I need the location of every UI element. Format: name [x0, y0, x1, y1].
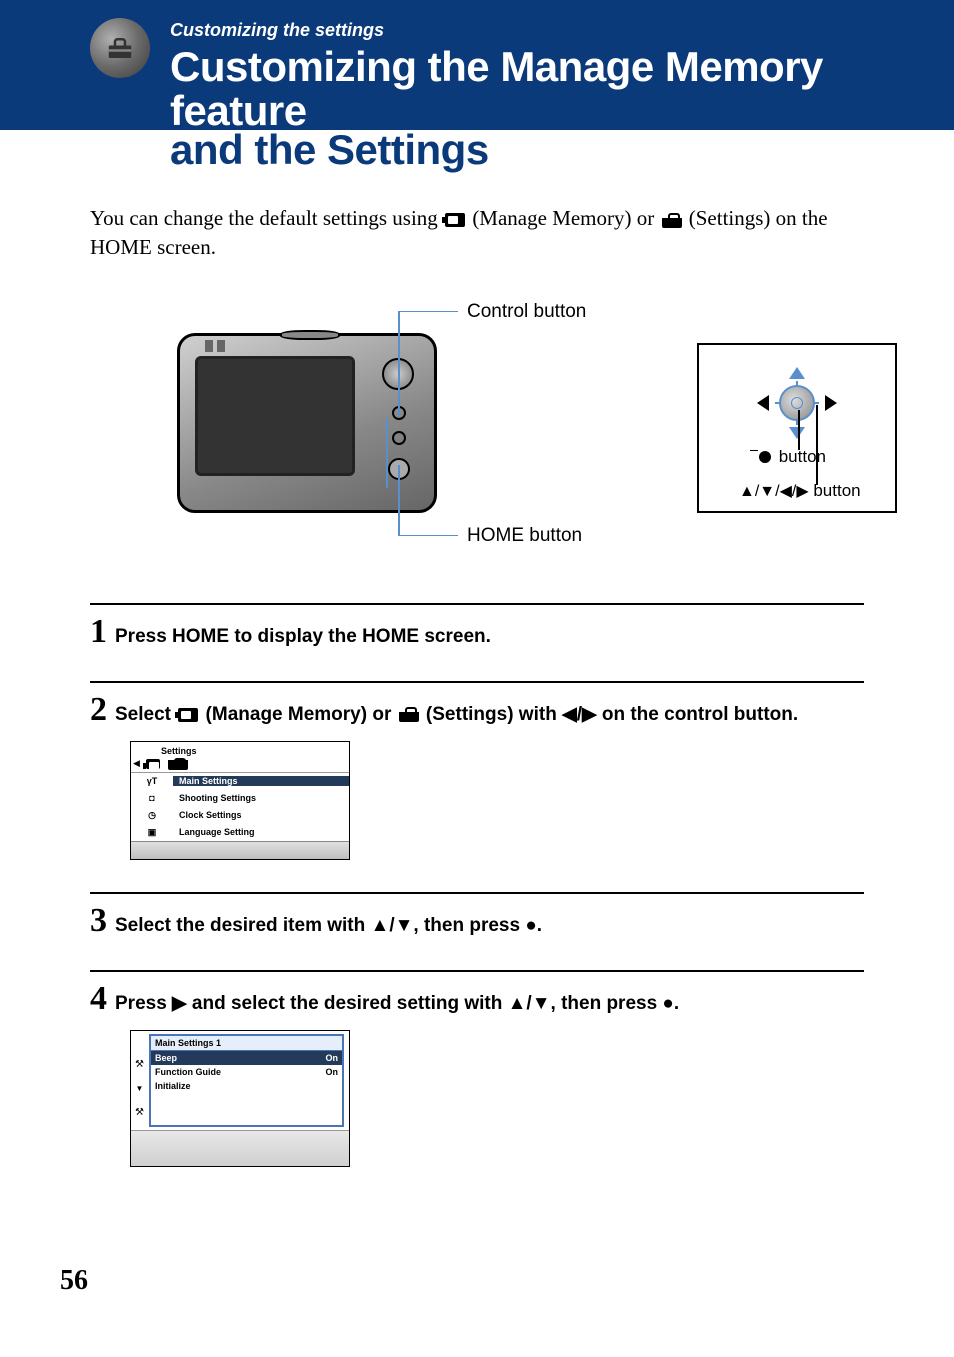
tool-icon: ⚒	[135, 1107, 144, 1118]
step-number: 3	[90, 904, 107, 938]
menu-title: Main Settings 1	[151, 1036, 342, 1051]
settings-row-label: Function Guide	[155, 1067, 221, 1077]
camera-diagram: Control button HOME button button	[177, 313, 777, 563]
step-text: Press ▶ and select the desired setting w…	[115, 992, 679, 1015]
dpad-illustration	[779, 385, 815, 421]
settings-row-label: Beep	[155, 1053, 177, 1063]
manage-memory-icon	[178, 708, 198, 722]
leader-line	[398, 465, 400, 535]
camera-lcd-screen	[195, 356, 355, 476]
dpad-left-arrow-icon	[757, 395, 769, 411]
menu-footer-bar	[131, 841, 349, 859]
step-4: 4 Press ▶ and select the desired setting…	[90, 970, 864, 1193]
menu-footer-bar	[131, 1130, 349, 1166]
step-text: Press HOME to display the HOME screen.	[115, 626, 491, 648]
settings-row-label: Initialize	[155, 1081, 191, 1091]
page-number: 56	[60, 1265, 88, 1297]
step-number: 2	[90, 693, 107, 727]
dpad-up-arrow-icon	[789, 367, 805, 379]
manage-memory-icon	[146, 759, 160, 769]
menu-item: γTMain Settings	[131, 773, 349, 790]
step-text: Select the desired item with ▲/▼, then p…	[115, 915, 542, 937]
menu-side-icons: ⚒ ▼ ⚒	[135, 1059, 144, 1118]
control-button-label: Control button	[467, 301, 586, 323]
menu-item-icon: ◷	[131, 810, 173, 821]
dpad-tick	[775, 402, 780, 404]
dpad-right-arrow-icon	[825, 395, 837, 411]
content-area: You can change the default settings usin…	[0, 172, 954, 1193]
page-title-line1: Customizing the Manage Memory feature	[170, 45, 954, 133]
control-button-detail-box: button ▲/▼/◀/▶ button	[697, 343, 897, 513]
leader-line	[798, 410, 800, 450]
menu-item-label: Shooting Settings	[173, 793, 349, 803]
menu-item: ◷Clock Settings	[131, 807, 349, 824]
step-2: 2 Select (Manage Memory) or (Settings) w…	[90, 681, 864, 886]
home-button-label: HOME button	[467, 525, 582, 547]
main-settings-screenshot: ⚒ ▼ ⚒ Main Settings 1 BeepOnFunction Gui…	[130, 1030, 350, 1167]
settings-row: Beep On	[151, 1051, 342, 1065]
settings-row-value: On	[326, 1053, 339, 1063]
leader-line	[816, 405, 818, 485]
menu-item: ◘Shooting Settings	[131, 790, 349, 807]
down-arrow-icon: ▼	[136, 1084, 144, 1093]
dpad-center-button	[779, 385, 815, 421]
dpad-down-arrow-icon	[789, 427, 805, 439]
settings-row-value: On	[326, 1067, 339, 1077]
camera-top-detail	[280, 330, 340, 340]
menu-header: Settings	[131, 742, 349, 756]
intro-mid1: (Manage Memory) or	[472, 206, 659, 230]
settings-sphere-icon	[90, 18, 150, 78]
dpad-button-label: ▲/▼/◀/▶ button	[739, 481, 861, 501]
settings-toolbox-icon	[168, 758, 184, 770]
menu-item-icon: ▣	[131, 827, 173, 838]
toolbox-icon	[105, 33, 135, 63]
center-dot-icon	[759, 451, 771, 463]
menu-item-label: Clock Settings	[173, 810, 349, 820]
menu-items-list: γTMain Settings◘Shooting Settings◷Clock …	[131, 773, 349, 841]
dpad-tick	[796, 381, 798, 386]
settings-toolbox-icon	[399, 707, 419, 722]
manage-memory-icon	[445, 213, 465, 227]
nav-left-icon: ◀	[133, 758, 140, 769]
camera-speaker-detail	[205, 340, 213, 352]
step-text: Select (Manage Memory) or (Settings) wit…	[115, 703, 798, 726]
step-1: 1 Press HOME to display the HOME screen.	[90, 603, 864, 675]
menu-item-label: Main Settings	[173, 776, 349, 786]
leader-line	[750, 450, 758, 452]
leader-line	[398, 311, 458, 313]
intro-paragraph: You can change the default settings usin…	[90, 204, 864, 263]
camera-small-button-2	[392, 431, 406, 445]
menu-item-label: Language Setting	[173, 827, 349, 837]
step-3: 3 Select the desired item with ▲/▼, then…	[90, 892, 864, 964]
tool-icon: ⚒	[135, 1059, 144, 1070]
header-bar: Customizing the settings Customizing the…	[0, 0, 954, 130]
settings-toolbox-icon	[662, 213, 682, 228]
menu-rows-list: Beep On Function Guide On Initialize	[151, 1051, 342, 1093]
intro-prefix: You can change the default settings usin…	[90, 206, 443, 230]
step-number: 1	[90, 615, 107, 649]
settings-menu-screenshot: Settings ◀ γTMain Settings◘Shooting Sett…	[130, 741, 350, 860]
settings-row: Function Guide On	[151, 1065, 342, 1079]
leader-line	[398, 311, 400, 416]
menu-item-icon: γT	[131, 776, 173, 786]
settings-row: Initialize	[151, 1079, 342, 1093]
leader-line	[398, 535, 458, 537]
leader-line	[386, 418, 388, 488]
menu-item: ▣Language Setting	[131, 824, 349, 841]
breadcrumb: Customizing the settings	[170, 20, 954, 41]
page-title-line2: and the Settings	[170, 128, 954, 172]
menu-item-icon: ◘	[131, 793, 173, 803]
menu-body: Main Settings 1 Beep On Function Guide On In…	[149, 1034, 344, 1127]
step-number: 4	[90, 982, 107, 1016]
dpad-tick	[814, 402, 819, 404]
